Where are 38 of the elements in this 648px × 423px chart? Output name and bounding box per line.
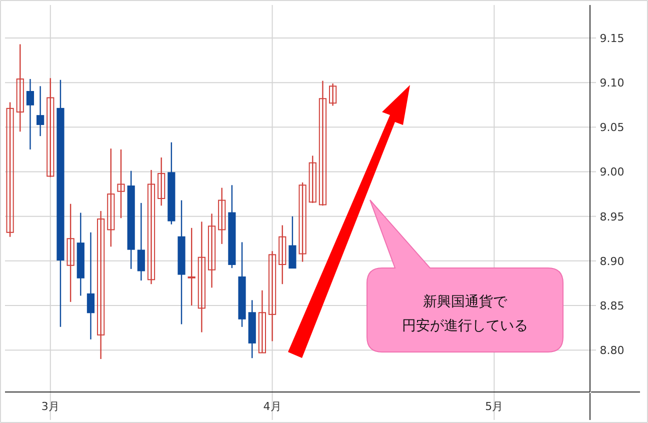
candlestick [258,290,266,354]
candlestick [66,203,74,303]
y-tick-label: 9.05 [600,121,624,134]
candlestick [288,216,296,269]
candlestick [278,224,286,285]
candlestick [107,148,115,248]
annotation: 円安が進行している [402,318,528,334]
candlestick [188,227,196,306]
x-tick-label: 5月 [485,400,504,413]
y-tick-label: 8.80 [600,344,624,358]
x-tick-label: 3月 [41,400,60,413]
candlestick [26,78,34,150]
y-tick-label: 8.90 [600,254,624,268]
candlestick [298,182,306,262]
candlestick [318,80,327,206]
candlestick [86,232,95,340]
candlestick [198,221,206,333]
candlestick [158,156,166,206]
candlestick [208,213,216,288]
candlestick [36,86,44,137]
candlestick [329,82,337,106]
candlestick [218,187,226,245]
y-tick-label: 9.10 [600,76,624,90]
y-tick-label: 8.95 [600,210,624,224]
candlestick [137,202,145,282]
candlestick [147,169,156,285]
annotation: 新興国通貨で [423,294,508,310]
y-tick-label: 9.00 [600,166,624,179]
candlestick [268,250,276,342]
y-tick-label: 8.85 [600,300,624,313]
candlestick [117,148,125,219]
candlestick [6,102,14,238]
candlestick [308,155,316,204]
x-tick-label: 4月 [263,400,282,413]
candlestick [46,78,54,178]
candlestick [97,210,105,360]
candlestick [16,44,24,132]
y-tick-label: 9.15 [600,32,624,45]
